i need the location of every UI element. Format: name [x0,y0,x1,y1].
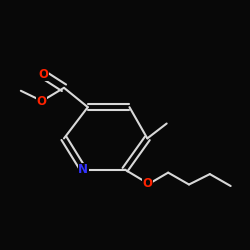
Text: N: N [78,163,88,176]
Text: O: O [142,176,152,190]
Text: O: O [37,95,47,108]
Text: O: O [38,68,48,81]
